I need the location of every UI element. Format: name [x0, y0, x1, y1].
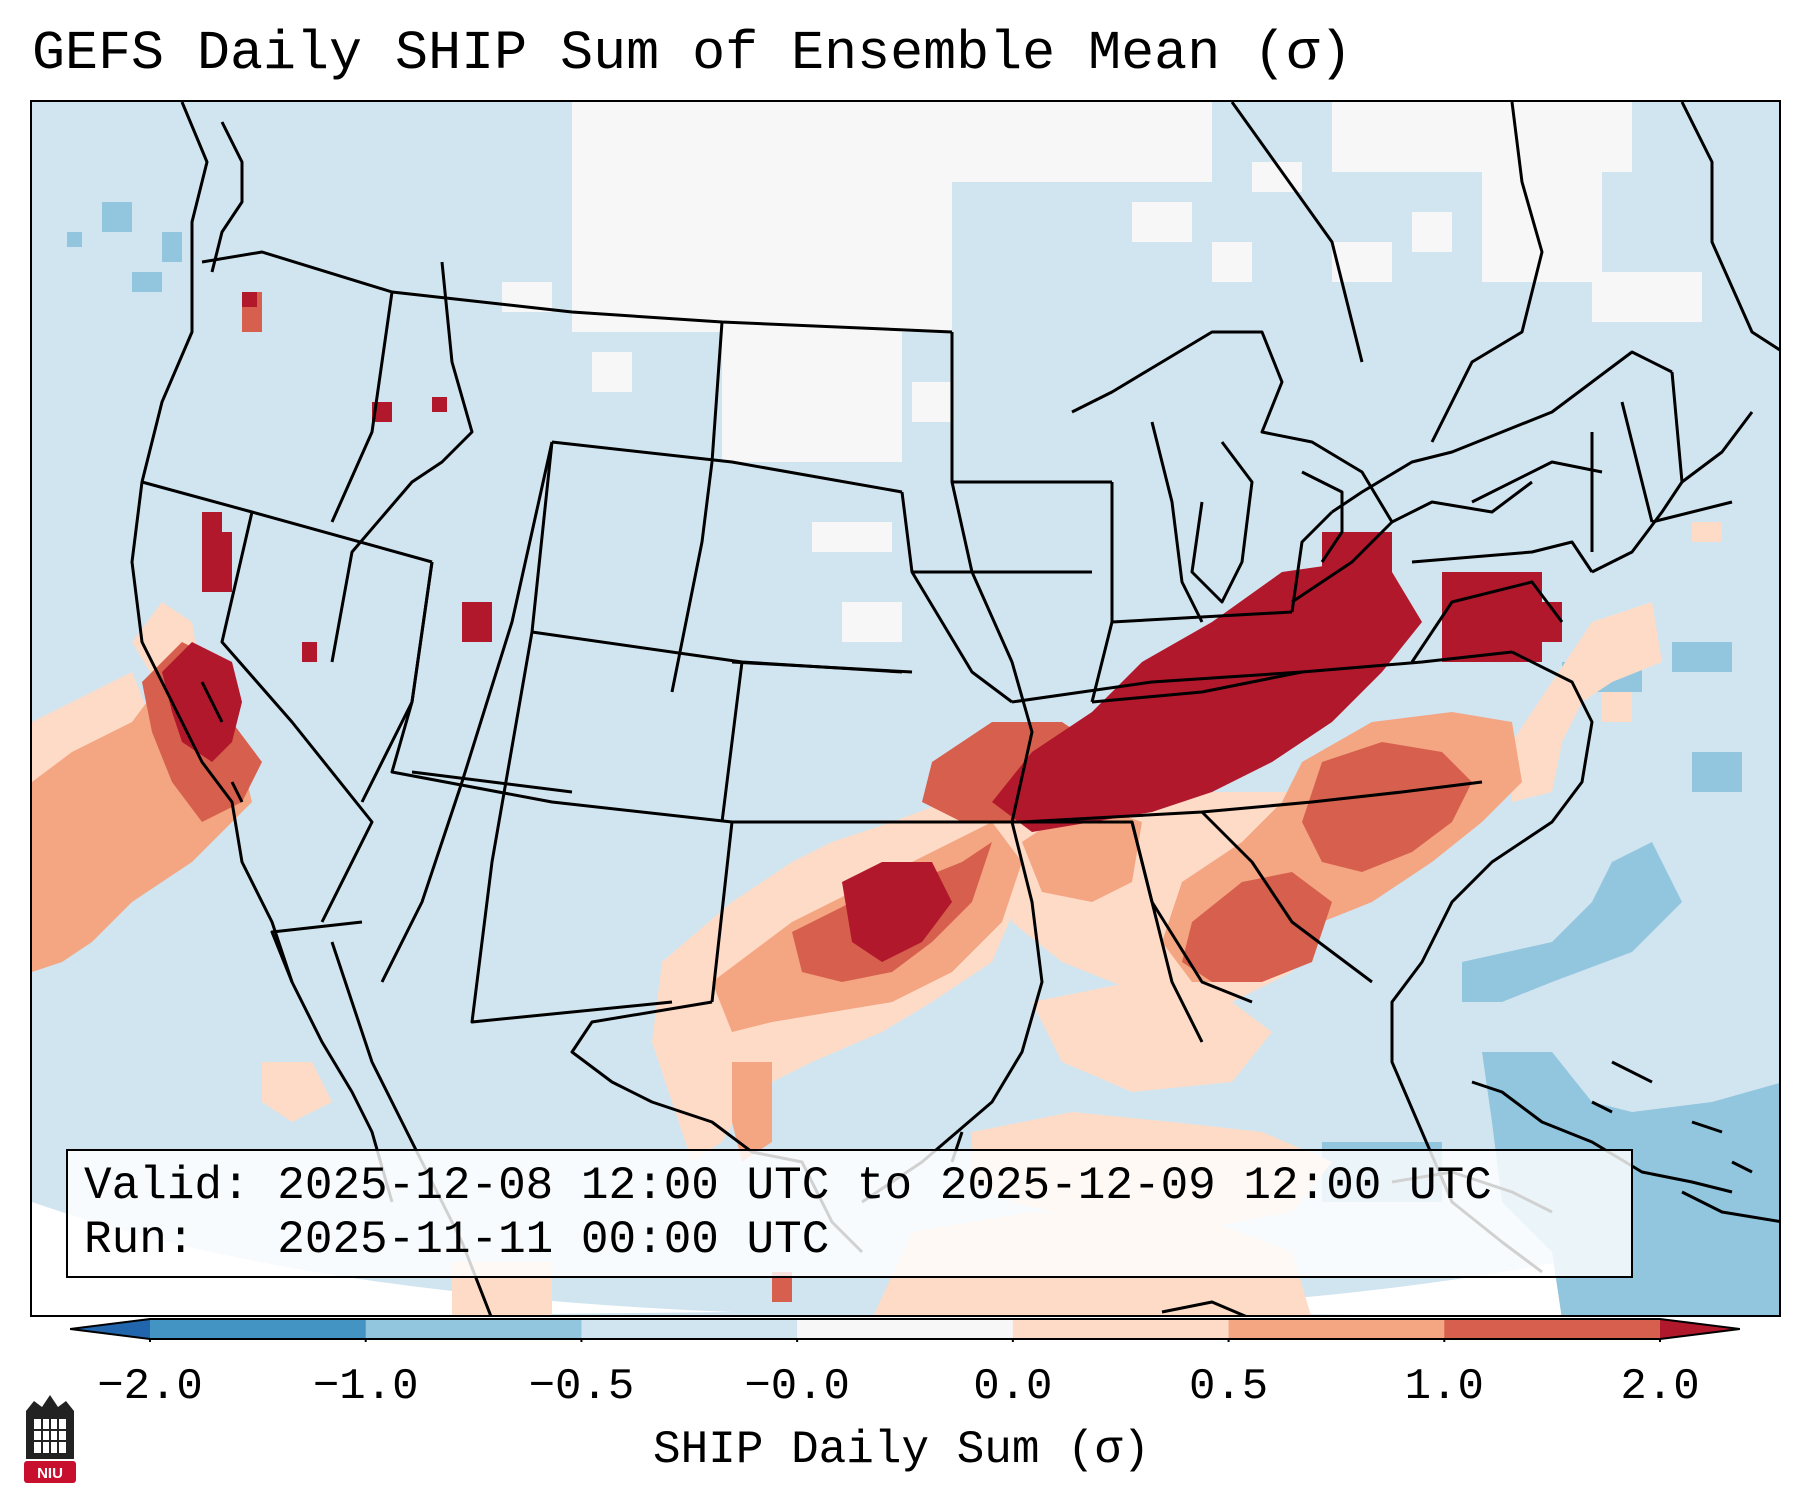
colorbar-tick-label: −2.0 [97, 1362, 203, 1412]
positive-anomaly-region-extreme [162, 292, 1562, 962]
colorbar-bin [1660, 1319, 1740, 1339]
colorbar-bin [70, 1319, 150, 1339]
valid-run-info-box: Valid: 2025-12-08 12:00 UTC to 2025-12-0… [66, 1149, 1633, 1278]
colorbar-tick-label: 2.0 [1620, 1362, 1700, 1412]
map-panel [30, 100, 1781, 1317]
colorbar-tick-label: 0.5 [1188, 1362, 1269, 1412]
colorbar-bin [150, 1319, 367, 1339]
colorbar-bin [581, 1319, 798, 1339]
map-canvas [32, 102, 1779, 1315]
figure-title: GEFS Daily SHIP Sum of Ensemble Mean (σ) [32, 22, 1353, 85]
niu-logo [24, 1395, 76, 1483]
colorbar-tick-label: −0.0 [744, 1362, 850, 1412]
colorbar-tick-label: 0.0 [973, 1362, 1053, 1412]
colorbar-bin [1444, 1319, 1661, 1339]
state-and-coast-boundaries [130, 102, 1779, 1315]
niu-logo-text: NIU [37, 1465, 63, 1482]
colorbar-tick-label: −1.0 [312, 1362, 419, 1412]
colorbar-bin [1228, 1319, 1445, 1339]
off-domain-area [32, 1202, 732, 1315]
colorbar-tick-label: −0.5 [528, 1362, 635, 1412]
colorbar-bin [365, 1319, 582, 1339]
colorbar-tick-label: 1.0 [1404, 1362, 1484, 1412]
colorbar [70, 1318, 1740, 1342]
colorbar-bin [797, 1319, 1014, 1339]
run-time-text: Run: 2025-11-11 00:00 UTC [84, 1214, 830, 1266]
near-zero-region [502, 102, 1702, 642]
colorbar-label: SHIP Daily Sum (σ) [653, 1424, 1150, 1476]
valid-time-text: Valid: 2025-12-08 12:00 UTC to 2025-12-0… [84, 1160, 1492, 1212]
colorbar-bin [1012, 1319, 1230, 1339]
